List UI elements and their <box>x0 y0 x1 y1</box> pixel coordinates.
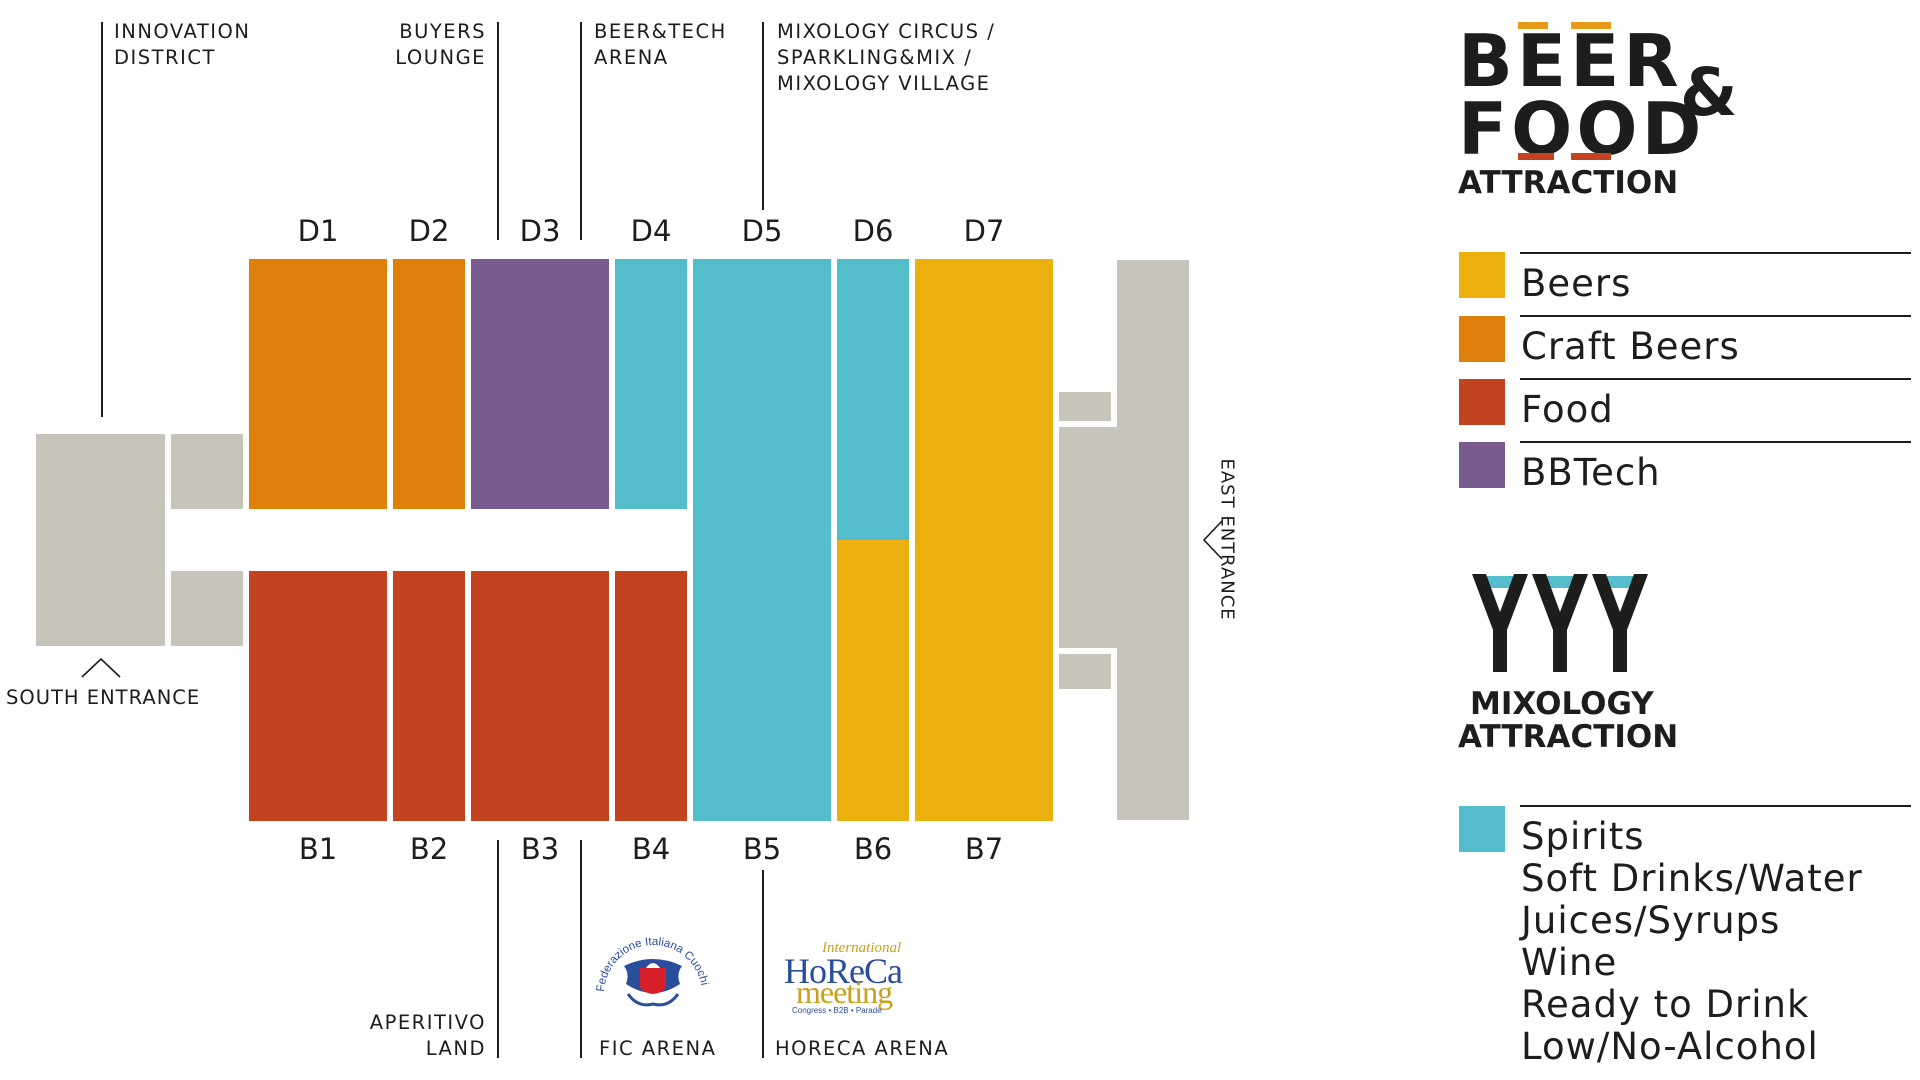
legend-label-food: Food <box>1521 388 1614 431</box>
horeca-logo-sub: meeting <box>796 974 893 1010</box>
hall-d2[interactable] <box>393 259 465 509</box>
horeca-logo-main: HoReCa <box>784 951 903 991</box>
mixology-category-list: Spirits Soft Drinks/Water Juices/Syrups … <box>1521 816 1863 1068</box>
legend-label-bbtech: BBTech <box>1521 451 1661 494</box>
hall-code-b4: B4 <box>631 832 671 866</box>
legend-swatch-beers <box>1459 252 1505 298</box>
leader-innovation-district <box>101 22 103 417</box>
hall-d4[interactable] <box>615 259 687 509</box>
south-service-block-lower <box>171 571 243 646</box>
logo-ampersand: & <box>1680 54 1738 131</box>
label-horeca-arena: HORECA ARENA <box>775 1037 950 1060</box>
hall-code-d1: D1 <box>297 214 339 248</box>
legend-rule <box>1520 315 1911 317</box>
south-service-building <box>36 434 165 646</box>
label-buyers-lounge: BUYERS LOUNGE <box>395 20 486 69</box>
mixology-logo-line1: MIXOLOGY <box>1470 686 1654 722</box>
beer-food-attraction-logo: BEER & FOOD ATTRACTION <box>1458 22 1738 202</box>
hall-d6[interactable] <box>837 259 909 540</box>
logo-accent-bar <box>1571 22 1611 29</box>
mixology-item-juices: Juices/Syrups <box>1521 899 1781 942</box>
horeca-logo-top: International <box>822 940 902 956</box>
east-service-small-bottom <box>1059 654 1111 689</box>
hall-code-b2: B2 <box>409 832 449 866</box>
label-mixology-areas: MIXOLOGY CIRCUS / SPARKLING&MIX / MIXOLO… <box>777 20 996 95</box>
fic-emblem-icon: Federazione Italiana Cuochi <box>595 936 710 1007</box>
hall-code-d4: D4 <box>630 214 672 248</box>
east-service-small-top <box>1059 392 1111 421</box>
horeca-logo-tagline: Congress • B2B • Parade <box>792 1006 882 1015</box>
east-entrance-label: EAST ENTRANCE <box>1216 458 1238 621</box>
east-entrance-chevron-icon <box>1202 520 1223 560</box>
leader-horeca-arena <box>762 870 764 1058</box>
logo-accent-bar <box>1518 22 1548 29</box>
hall-d1[interactable] <box>249 259 387 509</box>
logo-accent-bar <box>1518 153 1554 160</box>
hall-code-d2: D2 <box>408 214 450 248</box>
mixology-item-low-no-alcohol: Low/No-Alcohol <box>1521 1025 1819 1068</box>
leader-fic-arena <box>580 840 582 1058</box>
hall-code-b6: B6 <box>853 832 893 866</box>
east-service-tower-bottom <box>1117 611 1189 820</box>
mixology-attraction-logo: MIXOLOGY ATTRACTION <box>1458 574 1688 755</box>
fic-logo: Federazione Italiana Cuochi <box>590 932 716 1016</box>
legend-swatch-bbtech <box>1459 442 1505 488</box>
legend-label-beers: Beers <box>1521 262 1632 305</box>
south-service-block-upper <box>171 434 243 509</box>
south-entrance-label: SOUTH ENTRANCE <box>6 686 201 709</box>
leader-mixology-areas <box>762 22 764 210</box>
mixology-item-soft-drinks: Soft Drinks/Water <box>1521 857 1863 900</box>
hall-d7-b7[interactable] <box>915 259 1053 821</box>
hall-b2[interactable] <box>393 571 465 821</box>
mixology-item-ready-to-drink: Ready to Drink <box>1521 983 1810 1026</box>
legend-rule <box>1520 441 1911 443</box>
hall-code-b3: B3 <box>520 832 560 866</box>
hall-b4[interactable] <box>615 571 687 821</box>
legend-rule <box>1520 805 1911 807</box>
legend-rule <box>1520 252 1911 254</box>
hall-d5-b5[interactable] <box>693 259 831 821</box>
legend-label-craft-beers: Craft Beers <box>1521 325 1740 368</box>
hall-b1[interactable] <box>249 571 387 821</box>
east-service-tower-top <box>1117 260 1189 471</box>
hall-b3[interactable] <box>471 571 609 821</box>
hall-code-b7: B7 <box>964 832 1004 866</box>
label-beer-tech-arena: BEER&TECH ARENA <box>594 20 727 69</box>
hall-code-b5: B5 <box>742 832 782 866</box>
leader-aperitivo-land <box>497 840 499 1058</box>
hall-code-d5: D5 <box>741 214 783 248</box>
logo-word-beer: BEER <box>1458 19 1683 103</box>
hall-b6[interactable] <box>837 540 909 821</box>
south-entrance-chevron-icon <box>81 657 121 678</box>
mixology-item-spirits: Spirits <box>1521 815 1645 858</box>
logo-word-attraction: ATTRACTION <box>1458 165 1679 201</box>
mixology-yyy-icon <box>1472 574 1648 672</box>
hall-code-b1: B1 <box>298 832 338 866</box>
horeca-meeting-logo: International HoReCa meeting Congress • … <box>782 940 932 1018</box>
logo-accent-bar <box>1571 153 1611 160</box>
hall-code-d6: D6 <box>852 214 894 248</box>
hall-d3[interactable] <box>471 259 609 509</box>
legend-swatch-food <box>1459 379 1505 425</box>
mixology-item-wine: Wine <box>1521 941 1618 984</box>
label-innovation-district: INNOVATION DISTRICT <box>114 20 251 69</box>
leader-beer-tech-arena <box>580 22 582 240</box>
legend-swatch-spirits <box>1459 806 1505 852</box>
legend-swatch-craft-beers <box>1459 316 1505 362</box>
legend-rule <box>1520 378 1911 380</box>
hall-code-d3: D3 <box>519 214 561 248</box>
label-aperitivo-land: APERITIVO LAND <box>369 1011 486 1060</box>
hall-code-d7: D7 <box>963 214 1005 248</box>
label-fic-arena: FIC ARENA <box>599 1037 717 1060</box>
leader-buyers-lounge <box>497 22 499 240</box>
mixology-logo-line2: ATTRACTION <box>1458 719 1679 755</box>
